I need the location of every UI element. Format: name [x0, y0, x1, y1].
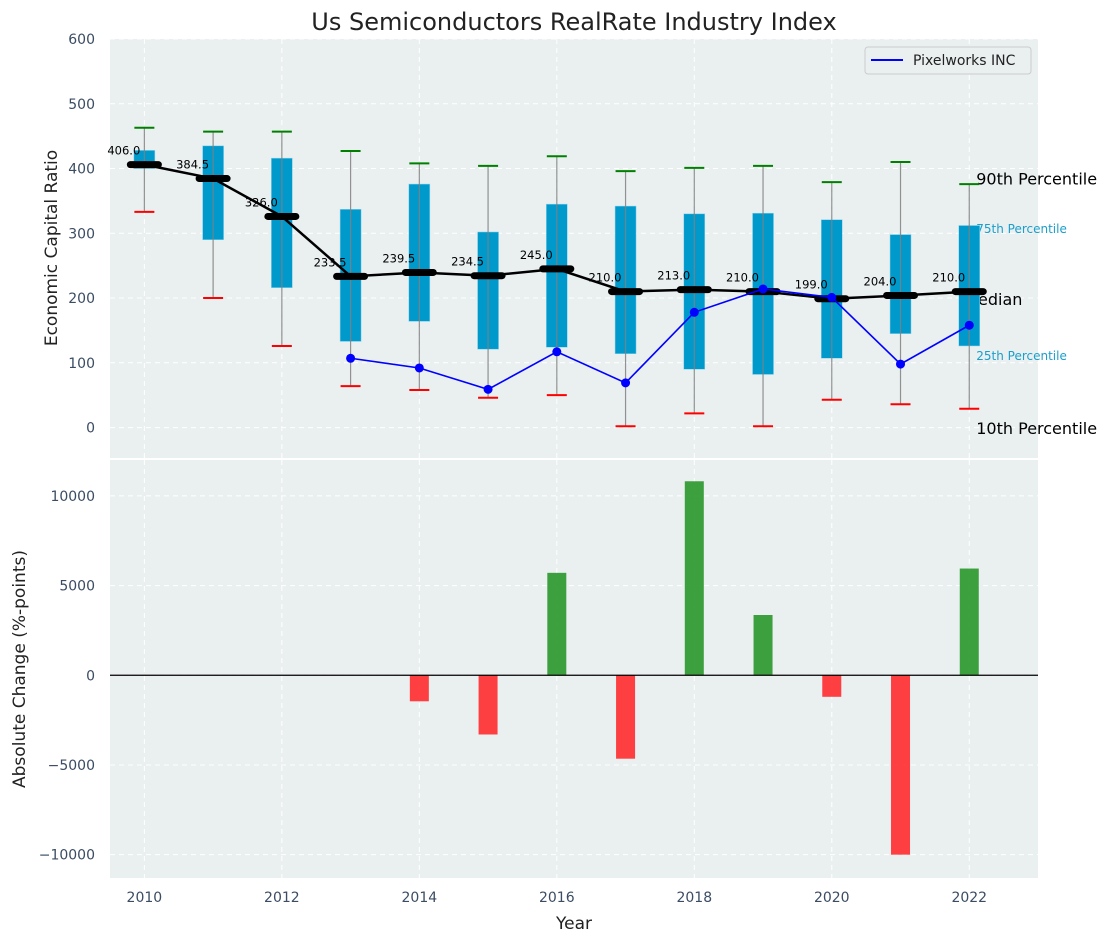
top-plot-background [110, 39, 1038, 458]
series-point [346, 353, 356, 363]
legend-label: Pixelworks INC [913, 53, 1016, 69]
series-point [758, 284, 768, 294]
median-value-label: 233.5 [314, 255, 347, 269]
annotation-p75: 75th Percentile [976, 222, 1067, 236]
annotation-p25: 25th Percentile [976, 349, 1067, 363]
y-tick-label: 100 [68, 356, 95, 372]
change-bar [753, 615, 773, 676]
x-tick-label: 2010 [127, 890, 163, 906]
change-bar [891, 675, 911, 855]
x-tick-label: 2012 [264, 890, 300, 906]
y-tick-label: 0 [86, 668, 95, 684]
x-tick-label: 2014 [402, 890, 438, 906]
series-point [621, 378, 631, 388]
median-value-label: 210.0 [932, 271, 965, 285]
annotation-p10: 10th Percentile [976, 419, 1097, 438]
median-value-label: 326.0 [245, 195, 278, 209]
y-tick-label: 300 [68, 226, 95, 242]
bottom-y-axis-label: Absolute Change (%-points) [10, 550, 30, 788]
chart-title: Us Semiconductors RealRate Industry Inde… [311, 8, 836, 36]
median-value-label: 213.0 [657, 269, 690, 283]
x-tick-label: 2016 [539, 890, 575, 906]
series-point [827, 292, 837, 302]
median-labels: 406.0 384.5 326.0 233.5 239.5 234.5 245.0 210.0… [107, 144, 965, 292]
y-tick-label: −10000 [39, 848, 95, 864]
x-tick-label: 2022 [951, 890, 987, 906]
median-value-label: 210.0 [589, 271, 622, 285]
series-point [964, 320, 974, 330]
bottom-y-axis: −10000 −5000 0 5000 10000 [39, 489, 95, 864]
median-value-label: 234.5 [451, 255, 484, 269]
y-tick-label: 200 [68, 291, 95, 307]
top-y-axis: 0 100 200 300 400 500 600 [68, 32, 95, 437]
median-line [126, 161, 987, 303]
bottom-plot-background [110, 460, 1038, 878]
median-value-label: 245.0 [520, 248, 553, 262]
y-tick-label: −5000 [48, 758, 95, 774]
series-point [552, 347, 562, 357]
top-y-axis-label: Economic Capital Ratio [42, 150, 62, 346]
series-point [483, 384, 493, 394]
x-axis: 2010 2012 2014 2016 2018 2020 2022 [127, 890, 988, 906]
series-point [896, 359, 906, 369]
median-value-label: 199.0 [795, 278, 828, 292]
median-value-label: 204.0 [864, 274, 897, 288]
series-line [350, 288, 970, 391]
median-value-label: 384.5 [176, 158, 209, 172]
top-panel: 0 100 200 300 400 500 600 Economic Capital Rat… [42, 32, 1097, 458]
annotation-p90: 90th Percentile [976, 169, 1097, 188]
y-tick-label: 600 [68, 32, 95, 48]
change-bar [959, 568, 979, 676]
change-bar [409, 675, 429, 702]
change-bar [547, 572, 567, 676]
legend: Pixelworks INC [864, 46, 1032, 75]
change-bar [822, 675, 842, 697]
series-point [414, 363, 424, 373]
y-tick-label: 0 [86, 421, 95, 437]
median-value-label: 210.0 [726, 271, 759, 285]
legend-box [864, 46, 1032, 75]
median-value-label: 239.5 [382, 251, 415, 265]
median-value-label: 406.0 [107, 144, 140, 158]
y-tick-label: 500 [68, 97, 95, 113]
pixelworks-series [346, 284, 974, 394]
x-axis-label: Year [555, 914, 592, 934]
change-bar [684, 481, 704, 676]
x-tick-label: 2020 [814, 890, 850, 906]
change-bar [478, 675, 498, 735]
y-tick-label: 5000 [59, 579, 95, 595]
y-tick-label: 400 [68, 162, 95, 178]
y-tick-label: 10000 [50, 489, 95, 505]
series-point [689, 307, 699, 317]
x-tick-label: 2018 [676, 890, 712, 906]
change-bar [616, 675, 636, 759]
bars [409, 481, 979, 855]
